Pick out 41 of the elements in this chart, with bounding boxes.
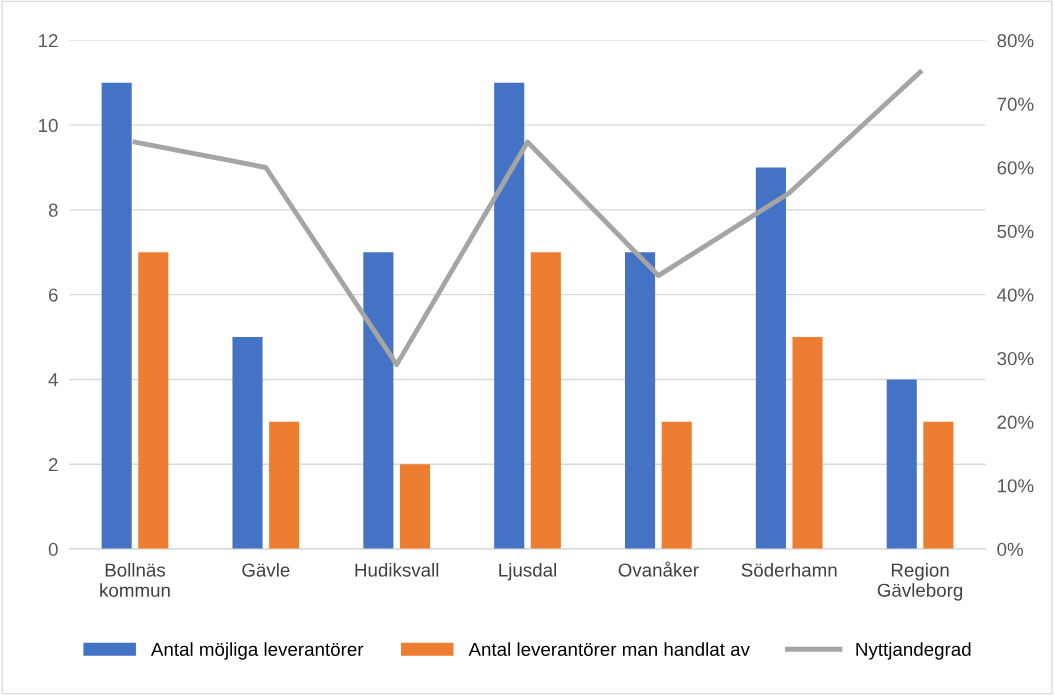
bar	[792, 337, 823, 550]
bar	[269, 421, 300, 550]
y2-tick-label: 0%	[997, 542, 1024, 557]
bar	[232, 337, 263, 550]
y-tick-label: 10	[39, 118, 58, 133]
x-tick-label: Ovanåker	[618, 561, 699, 577]
x-tick-label: Hudiksvall	[355, 562, 439, 577]
y-tick-label: 8	[48, 203, 58, 217]
bar	[886, 379, 917, 550]
y2-tick-label: 30%	[997, 351, 1034, 366]
y2-tick-label: 60%	[997, 161, 1034, 175]
bar	[923, 421, 954, 550]
bar	[363, 252, 394, 550]
bar	[755, 167, 786, 550]
y-tick-label: 2	[48, 457, 58, 472]
bar	[101, 82, 132, 550]
bar	[530, 252, 561, 550]
legend-label: Nyttjandegrad	[856, 642, 971, 660]
y-tick-label: 4	[48, 373, 58, 387]
y-tick-label: 0	[48, 542, 58, 557]
x-tick-label: Ljusdal	[499, 562, 556, 581]
bar	[494, 82, 525, 550]
y2-tick-label: 50%	[997, 224, 1034, 239]
line-series	[132, 69, 923, 368]
x-tick-label: Söderhamn	[741, 562, 837, 577]
bar	[661, 421, 692, 550]
x-tick-label: Region Gävleborg	[877, 562, 963, 601]
x-tick-label: Bollnäs kommun	[100, 562, 170, 597]
y2-tick-label: 20%	[997, 415, 1034, 429]
y-tick-label: 12	[39, 34, 58, 48]
bar	[399, 464, 431, 550]
legend-label: Antal möjliga leverantörer	[150, 642, 364, 660]
x-tick-label: Gävle	[242, 562, 290, 577]
y2-tick-label: 70%	[997, 97, 1034, 111]
y2-tick-label: 40%	[997, 288, 1034, 302]
legend-label: Antal leverantörer man handlat av	[468, 642, 750, 657]
bar	[138, 252, 169, 550]
y-tick-label: 6	[48, 288, 58, 302]
y2-tick-label: 80%	[997, 34, 1034, 48]
y2-tick-label: 10%	[998, 479, 1034, 493]
bar	[625, 252, 656, 550]
